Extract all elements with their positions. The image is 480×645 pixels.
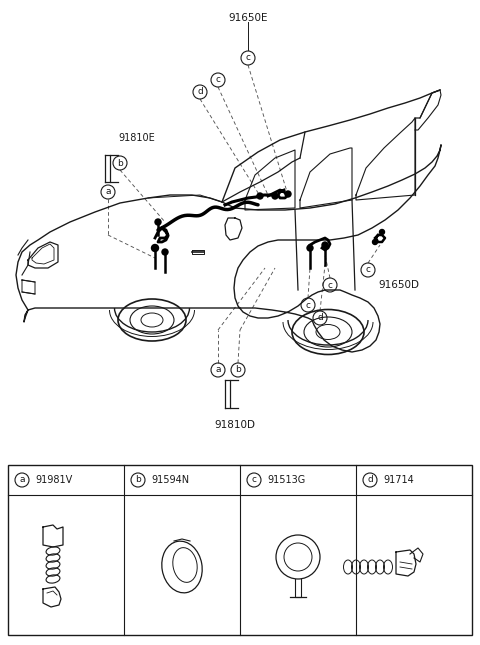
Text: c: c	[252, 475, 256, 484]
Text: a: a	[105, 188, 111, 197]
Text: a: a	[215, 366, 221, 375]
Text: 91981V: 91981V	[35, 475, 72, 485]
Circle shape	[372, 239, 377, 244]
Circle shape	[257, 193, 263, 199]
Circle shape	[322, 242, 328, 248]
Text: 91810D: 91810D	[215, 420, 255, 430]
Circle shape	[285, 191, 291, 197]
Text: 91650E: 91650E	[228, 13, 268, 23]
Text: 91594N: 91594N	[151, 475, 189, 485]
Text: c: c	[365, 266, 371, 275]
Circle shape	[380, 230, 384, 235]
Circle shape	[162, 249, 168, 255]
Text: 91810E: 91810E	[118, 133, 155, 143]
Text: c: c	[216, 75, 220, 84]
Text: d: d	[367, 475, 373, 484]
Text: 91714: 91714	[383, 475, 414, 485]
Text: d: d	[317, 313, 323, 322]
Circle shape	[152, 244, 158, 252]
Text: b: b	[235, 366, 241, 375]
Circle shape	[307, 245, 313, 251]
Text: a: a	[19, 475, 25, 484]
Text: d: d	[197, 88, 203, 97]
Text: 91650D: 91650D	[378, 280, 419, 290]
Circle shape	[272, 193, 278, 199]
Text: c: c	[305, 301, 311, 310]
Text: c: c	[327, 281, 333, 290]
Text: b: b	[135, 475, 141, 484]
Text: c: c	[245, 54, 251, 63]
Text: b: b	[117, 159, 123, 168]
Text: 91513G: 91513G	[267, 475, 305, 485]
Circle shape	[155, 219, 161, 225]
Bar	[8, 465, 472, 635]
